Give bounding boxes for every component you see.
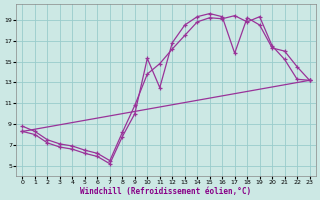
X-axis label: Windchill (Refroidissement éolien,°C): Windchill (Refroidissement éolien,°C) xyxy=(80,187,252,196)
